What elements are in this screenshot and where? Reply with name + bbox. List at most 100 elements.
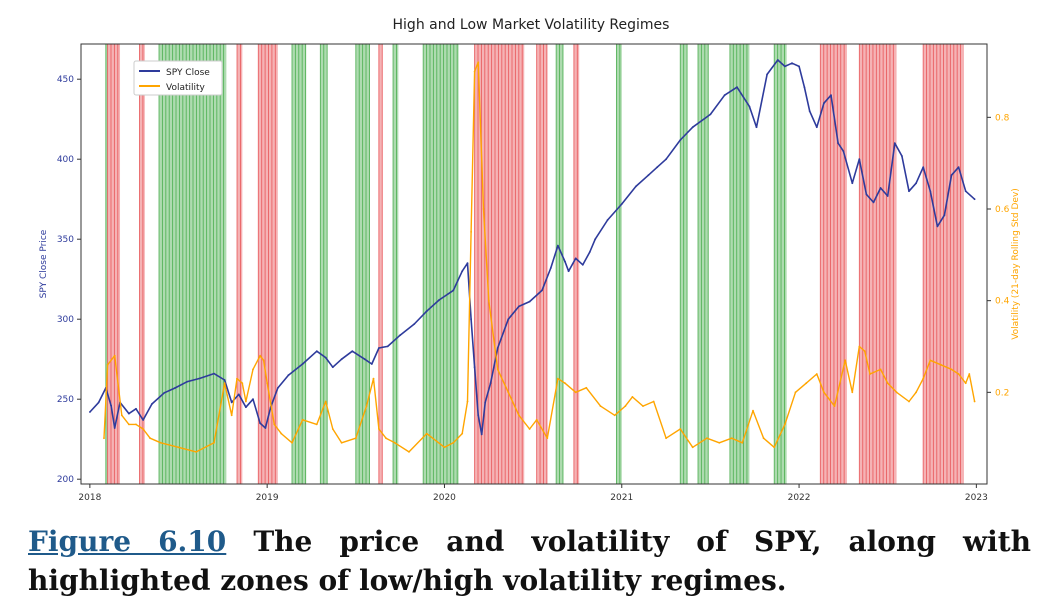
high-regime-fill (237, 44, 243, 484)
data-point (351, 350, 354, 353)
data-point (142, 419, 145, 421)
data-point (922, 377, 925, 380)
data-point (564, 382, 566, 385)
data-point (528, 300, 531, 303)
data-point (679, 139, 682, 141)
data-point (773, 446, 776, 449)
data-point (557, 377, 559, 380)
y2-tick-label: 0.2 (995, 388, 1009, 398)
data-point (331, 428, 334, 430)
data-point (186, 380, 189, 383)
plot-frame (80, 43, 988, 485)
data-point (642, 405, 644, 407)
data-point (823, 102, 825, 105)
data-point (798, 65, 800, 68)
data-point (103, 437, 105, 440)
low-regime-fill (616, 44, 622, 484)
data-point (964, 190, 967, 193)
data-point (872, 201, 875, 204)
data-point (452, 289, 455, 292)
axes: 2018 2019 2020 2021 2022 2023 200 250 300 350 400 4… (57, 75, 1010, 500)
data-point (496, 347, 499, 349)
series-line-spy-close (89, 59, 976, 436)
y-tick-label: 300 (57, 315, 74, 325)
data-point (113, 354, 116, 357)
data-point (915, 391, 917, 394)
data-point (236, 377, 238, 380)
data-point (791, 62, 793, 65)
low-regime-band-1 (158, 44, 227, 484)
data-point (372, 377, 375, 380)
data-point (213, 372, 215, 375)
data-point (805, 382, 808, 385)
data-point (331, 366, 334, 369)
data-point (470, 231, 472, 233)
volatility-regime-chart: High and Low Market Volatility Regimes 2… (39, 17, 1021, 500)
data-point (741, 441, 744, 444)
y-axis-label: SPY Close Price (39, 229, 49, 298)
x-tick-label: 2021 (610, 493, 633, 500)
data-point (363, 358, 366, 361)
data-point (518, 305, 520, 308)
data-point (940, 363, 942, 366)
data-point (557, 244, 559, 247)
data-point (549, 267, 552, 269)
data-point (370, 363, 373, 365)
data-point (635, 185, 637, 188)
data-point (223, 382, 226, 385)
data-point (264, 427, 267, 429)
data-point (230, 401, 233, 404)
data-point (808, 110, 811, 113)
y2-axis-label: Volatility (21-day Rolling Std Dev) (1011, 188, 1021, 340)
data-point (425, 432, 428, 435)
data-point (408, 451, 410, 453)
data-point (280, 432, 283, 435)
data-point (378, 428, 380, 430)
data-point (606, 219, 609, 221)
high-regime-band-10 (922, 44, 964, 484)
data-point (507, 318, 510, 321)
data-point (489, 382, 492, 385)
x-tick-label: 2022 (788, 493, 811, 500)
y-tick-label: 250 (57, 395, 74, 405)
data-point (943, 214, 946, 217)
figure-caption: Figure 6.10 The price and volatility of … (28, 522, 1031, 600)
high-regime-fill (573, 44, 580, 484)
data-point (762, 437, 765, 440)
data-point (324, 400, 327, 403)
data-point (198, 377, 201, 380)
data-point (470, 318, 472, 321)
low-regime-band-10 (697, 44, 709, 484)
data-point (135, 423, 137, 426)
data-point (679, 428, 682, 430)
data-point (929, 359, 932, 362)
low-regime-band-7 (555, 44, 564, 484)
data-point (477, 61, 480, 64)
data-point (784, 423, 786, 426)
high-regime-fill (378, 44, 383, 484)
data-point (237, 393, 240, 396)
low-regime-band-5 (392, 44, 399, 484)
data-point (487, 299, 490, 302)
x-tick-label: 2023 (965, 493, 988, 500)
data-point (461, 432, 464, 435)
data-point (340, 358, 343, 361)
data-point (535, 418, 538, 421)
data-point (301, 418, 304, 421)
chart-title: High and Low Market Volatility Regimes (393, 17, 670, 33)
data-point (624, 405, 627, 407)
data-point (230, 414, 233, 417)
legend: SPY Close Volatility (133, 60, 223, 96)
data-point (163, 391, 166, 394)
y-tick-label: 200 (57, 475, 74, 485)
data-point (581, 263, 584, 266)
low-regime-band-2 (291, 44, 307, 484)
figure-reference-link[interactable]: Figure 6.10 (28, 525, 227, 558)
data-point (301, 363, 304, 365)
low-regime-band-3 (319, 44, 328, 484)
x-tick-label: 2019 (256, 493, 279, 500)
data-point (354, 437, 357, 440)
high-regime-fill (859, 44, 897, 484)
data-point (241, 382, 244, 385)
data-point (378, 347, 380, 349)
